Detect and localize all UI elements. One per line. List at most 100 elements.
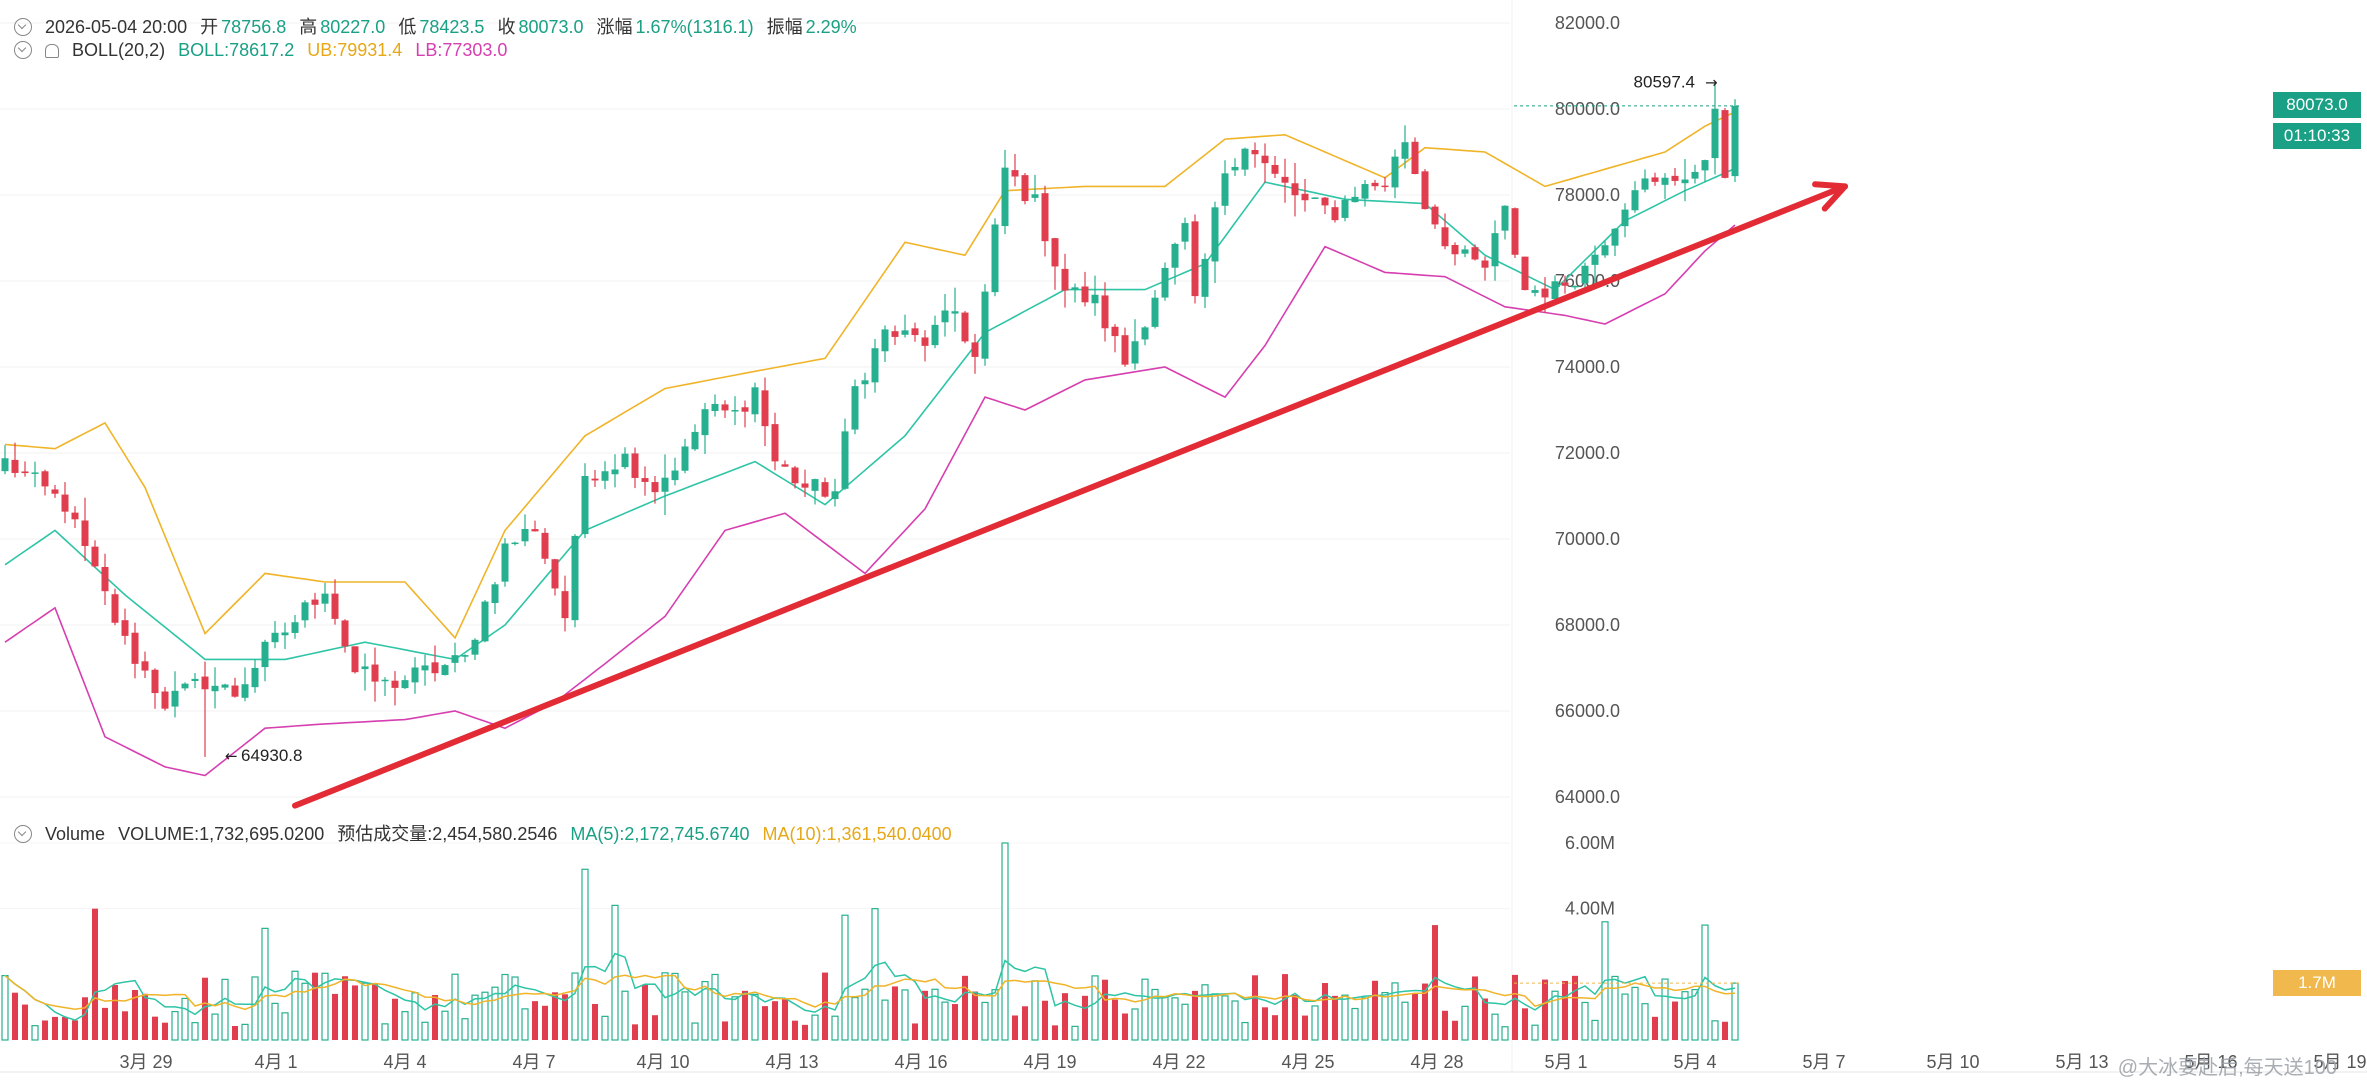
- volume-bar: [221, 978, 229, 1041]
- candle-body: [171, 690, 179, 707]
- candle-body: [1351, 196, 1359, 203]
- volume-bar: [962, 975, 968, 1040]
- volume-collapse-chevron-icon[interactable]: [14, 825, 32, 843]
- candle-body: [201, 676, 209, 690]
- candle-body: [1621, 209, 1629, 227]
- volume-bar: [1012, 1015, 1018, 1040]
- candle-body: [1051, 238, 1059, 267]
- volume-bar: [831, 1015, 839, 1041]
- candle-body: [1031, 194, 1039, 198]
- volume-current-tag: 1.7M: [2273, 970, 2361, 996]
- volume-bar: [241, 1023, 249, 1041]
- x-tick-label: 4月 16: [894, 1052, 947, 1072]
- candle-body: [1641, 178, 1649, 190]
- x-tick-label: 3月 29: [119, 1052, 172, 1072]
- volume-bar: [1262, 1007, 1268, 1040]
- volume-bar: [1031, 980, 1039, 1041]
- candle-body: [571, 535, 579, 621]
- amplitude-value: 2.29%: [805, 17, 857, 37]
- volume-bar: [1591, 1019, 1599, 1041]
- volume-bar: [112, 984, 118, 1040]
- volume-bar: [1722, 1021, 1728, 1040]
- candle-body: [61, 494, 69, 512]
- volume-bar: [521, 1008, 529, 1041]
- low-value: 78423.5: [419, 17, 485, 37]
- candle-body: [521, 528, 529, 542]
- candle-body: [1061, 268, 1069, 291]
- candle-body: [81, 520, 89, 547]
- candle-body: [1671, 175, 1679, 181]
- volume-bar: [1272, 1015, 1278, 1040]
- alert-bell-icon[interactable]: [45, 44, 60, 58]
- volume-bar: [1091, 975, 1099, 1041]
- volume-bar: [1522, 1008, 1528, 1040]
- volume-bar: [632, 1024, 638, 1040]
- volume-bar: [991, 989, 999, 1041]
- open-label: 开: [200, 17, 219, 37]
- candle-body: [941, 310, 949, 323]
- candle-body: [501, 543, 509, 582]
- volume-bar: [1082, 995, 1088, 1040]
- estimated-volume: 预估成交量:2,454,580.2546: [337, 824, 558, 844]
- candle-body: [661, 477, 669, 492]
- candle-body: [1451, 244, 1459, 255]
- candle-body: [1111, 326, 1119, 337]
- candle-body: [261, 641, 269, 668]
- y-tick-label: 72000.0: [1555, 443, 1620, 463]
- volume-bar: [1001, 842, 1009, 1041]
- volume-bar: [562, 994, 568, 1040]
- trendline-arrowhead-icon: [1812, 181, 1848, 212]
- volume-bar: [411, 992, 419, 1041]
- candle-body: [1141, 327, 1149, 340]
- candle-body: [651, 482, 659, 493]
- volume-bar: [471, 994, 479, 1041]
- candle-body: [441, 665, 449, 676]
- candle-body: [1281, 176, 1289, 183]
- candle-body: [381, 679, 389, 682]
- change-label: 涨幅: [596, 17, 633, 37]
- volume-ma5: MA(5):2,172,745.6740: [570, 824, 750, 844]
- volume-bar: [1181, 1003, 1189, 1041]
- candle-body: [301, 602, 309, 621]
- candle-body: [1501, 205, 1509, 231]
- volume-bar: [1691, 989, 1699, 1041]
- candle-body: [751, 387, 759, 415]
- volume-tick-label: 6.00M: [1565, 833, 1615, 853]
- volume-bar: [661, 972, 669, 1041]
- volume-bar: [152, 1016, 158, 1040]
- volume-bar: [441, 1010, 449, 1041]
- volume-bar: [132, 989, 138, 1040]
- candle-body: [721, 404, 729, 411]
- volume-bar: [491, 986, 499, 1041]
- candle-body: [341, 620, 349, 647]
- candle-body: [511, 542, 519, 545]
- candle-body: [921, 337, 929, 346]
- candle-body: [991, 224, 999, 293]
- trendline: [292, 183, 1848, 809]
- volume-bar: [802, 1024, 808, 1040]
- volume-bar: [772, 1001, 778, 1040]
- volume-bar: [1151, 988, 1159, 1041]
- collapse-chevron-icon[interactable]: [14, 18, 32, 36]
- candle-body: [831, 491, 839, 500]
- candle-body: [911, 328, 919, 336]
- candle-body: [701, 409, 709, 436]
- volume-bar: [461, 1018, 469, 1041]
- candle-body: [781, 464, 789, 467]
- candle-body: [981, 291, 989, 359]
- x-tick-label: 5月 19: [2313, 1052, 2366, 1072]
- volume-bar: [481, 991, 489, 1041]
- volume-bar: [1062, 993, 1068, 1040]
- candle-body: [1261, 155, 1269, 164]
- candle-body: [71, 512, 79, 520]
- candle-body: [11, 459, 19, 473]
- volume-bar: [681, 991, 689, 1041]
- candle-body: [621, 453, 629, 468]
- candle-body: [681, 446, 689, 471]
- volume-bar: [22, 1004, 28, 1040]
- x-tick-label: 4月 1: [254, 1052, 297, 1072]
- volume-bar: [202, 977, 208, 1040]
- boll-collapse-chevron-icon[interactable]: [14, 41, 32, 59]
- volume-bar: [1731, 982, 1739, 1041]
